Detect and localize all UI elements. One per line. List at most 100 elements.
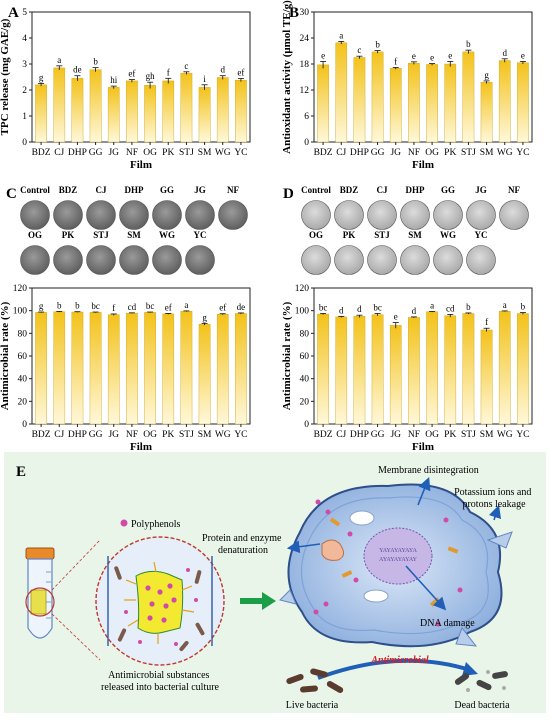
bar [517,62,529,143]
x-tick-label: NF [408,148,420,158]
plate-label: BDZ [59,185,78,195]
petri-plate [119,245,149,275]
x-tick-label: DHP [68,148,87,158]
x-tick-label: YC [516,430,529,440]
plate-grid-c: Control BDZ CJ DHP GG JG NF OG PK STJ SM WG YC [20,185,248,275]
significance-label: b [93,57,98,67]
x-tick-label: GG [371,148,385,158]
petri-plate [20,200,50,230]
bar [426,311,438,425]
bar [162,80,175,143]
released-caption: Antimicrobial substances released into b… [101,670,220,693]
dna-cluster [363,527,433,585]
y-tick-label: 1 [22,112,27,122]
membrane-label: Membrane disintegration [378,465,479,476]
significance-label: e [321,50,325,60]
dead-bacteria-icon [454,670,508,692]
polyphenol-icon [120,519,128,527]
x-axis-title: Film [412,441,434,453]
plate-label: JG [475,185,487,195]
petri-plate [400,200,430,230]
bar [335,316,348,425]
plate-label: Control [20,185,50,195]
x-tick-label: OG [425,430,439,440]
plate-label: PK [343,230,356,240]
petri-plate [301,245,331,275]
panel-letter-d: D [283,186,294,202]
x-tick-label: SM [198,148,212,158]
x-tick-label: BDZ [314,430,333,440]
x-tick-label: JG [108,148,119,158]
significance-label: b [466,302,471,312]
green-arrow-icon [240,592,276,610]
y-tick-label: 0 [22,138,27,148]
panel-letter-e: E [16,464,26,480]
bar [126,312,138,425]
chart-antimicrobial-c: 0 20 40 60 80 100 120 g BDZ b CJ b DHP bc GG f JG cd NF bc O… [0,284,251,453]
plate-label: DHP [406,185,426,195]
plate-label: YC [194,230,207,240]
y-axis-title: TPC release (mg GAE/g) [0,18,11,135]
bar [408,317,420,425]
x-tick-label: BDZ [314,148,333,158]
bar [180,72,193,143]
protein-label: Protein and enzyme denaturation [202,533,284,556]
bar [517,313,529,425]
petri-plate [119,200,149,230]
petri-plate [466,245,496,275]
y-tick-label: 40 [300,375,310,385]
dead-bacteria-label: Dead bacteria [454,700,510,711]
chart-antioxidant-activity: 0 6 12 18 24 30 e BDZ a CJ c DHP b GG f JG e NF e OG e PK b STJ… [281,0,533,171]
petri-plate [400,245,430,275]
y-axis-title: Antimicrobial rate (%) [281,301,293,410]
bar [462,51,475,143]
zoom-circle [95,536,225,666]
plate-label: GG [441,185,455,195]
plate-label: OG [309,230,323,240]
potassium-label-line1: Potassium ions and [454,487,531,498]
petri-plate [152,245,182,275]
vesicle-2 [363,589,389,603]
y-tick-label: 2 [22,86,27,96]
petri-plate [367,200,397,230]
x-axis-title: Film [130,159,152,171]
significance-label: bc [146,301,155,311]
y-tick-label: 30 [300,8,310,18]
bar [126,80,138,143]
plate-label: DHP [125,185,145,195]
bacterial-cell: YAYAYAYAYA AYAYAYAYAY [279,483,513,648]
significance-label: b [521,302,526,312]
x-tick-label: NF [408,430,420,440]
significance-label: bc [373,303,382,313]
significance-label: f [112,303,115,313]
significance-label: d [221,65,226,75]
protein-label-line1: Protein and enzyme [202,533,282,544]
significance-label: a [339,30,343,40]
x-tick-label: JG [108,430,119,440]
bar [216,77,229,143]
protein-blob [321,539,344,561]
x-tick-label: BDZ [32,430,51,440]
petri-plate [334,245,364,275]
plate-label: GG [160,185,174,195]
bar [198,324,211,425]
plate-label: SM [408,230,422,240]
antimicrobial-arrow-icon [317,658,471,680]
y-tick-label: 5 [22,8,27,18]
plate-label: PK [62,230,75,240]
significance-label: ef [237,68,244,78]
petri-plate [185,200,215,230]
dna-strand-glyphs: YAYAYAYAYA [379,548,417,554]
test-tube-icon [25,547,55,639]
live-bacteria-label: Live bacteria [286,700,339,711]
y-tick-label: 0 [304,420,309,430]
plate-grid-d: Control BDZ CJ DHP GG JG NF OG PK STJ SM WG YC [301,185,529,275]
y-tick-label: 20 [300,397,310,407]
bar [408,62,420,143]
y-tick-label: 60 [18,352,28,362]
bar [426,64,438,143]
y-tick-label: 100 [13,307,28,317]
vesicle [349,510,375,526]
bar [335,42,348,143]
